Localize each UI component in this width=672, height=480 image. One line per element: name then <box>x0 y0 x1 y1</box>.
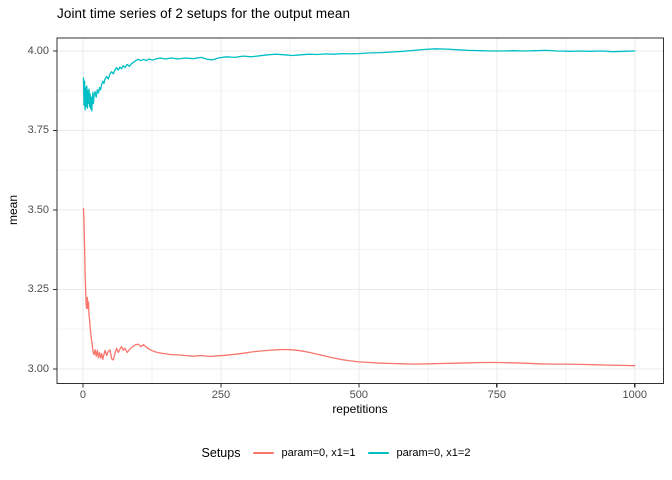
x-axis-label: repetitions <box>332 402 388 416</box>
legend-entry-2: param=0, x1=2 <box>368 447 470 459</box>
x-tick-label: 500 <box>349 389 369 401</box>
y-tick-label: 4.00 <box>27 45 49 58</box>
x-tick-label: 0 <box>79 389 86 401</box>
y-tick-label: 3.25 <box>27 283 49 296</box>
y-tick-label: 3.50 <box>27 203 49 216</box>
panel-border <box>56 37 665 385</box>
legend-key-line <box>253 452 275 454</box>
y-tick-label: 3.00 <box>27 362 49 375</box>
y-tick-label: 3.75 <box>27 124 49 137</box>
legend-entry-label: param=0, x1=2 <box>396 447 471 459</box>
chart-title: Joint time series of 2 setups for the ou… <box>57 6 351 21</box>
legend-entry-1: param=0, x1=1 <box>253 447 355 459</box>
x-tick-label: 250 <box>211 389 231 401</box>
legend: Setups param=0, x1=1 param=0, x1=2 <box>0 441 672 465</box>
series-line-2 <box>82 48 636 112</box>
series-line-1 <box>82 207 636 367</box>
x-tick-label: 750 <box>487 389 506 401</box>
legend-entry-label: param=0, x1=1 <box>281 447 356 459</box>
legend-key-line <box>368 452 390 454</box>
y-axis-label: mean <box>6 194 20 226</box>
legend-title: Setups <box>201 446 241 460</box>
x-tick-label: 1000 <box>622 389 648 401</box>
